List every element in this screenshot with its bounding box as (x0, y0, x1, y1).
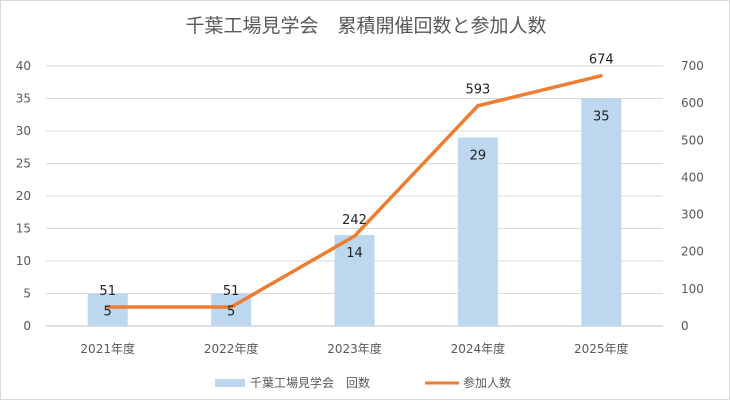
legend: 千葉工場見学会 回数 参加人数 (215, 375, 511, 390)
right-tick-label: 600 (681, 96, 704, 110)
legend-label-bar: 千葉工場見学会 回数 (250, 375, 370, 390)
right-tick-label: 300 (681, 208, 704, 222)
line-data-label: 51 (99, 284, 116, 299)
bar-data-label: 5 (227, 305, 235, 320)
bar (334, 235, 375, 326)
bar (87, 293, 128, 326)
right-tick-label: 700 (681, 59, 704, 73)
line-point (106, 305, 110, 309)
line-point (353, 234, 356, 238)
right-tick-label: 0 (681, 319, 689, 333)
x-tick-label: 2025年度 (574, 341, 629, 356)
left-tick-label: 30 (16, 124, 31, 138)
left-axis: 0 5 10 15 20 25 30 35 40 (16, 59, 31, 333)
line-series (106, 73, 603, 309)
legend-swatch-bar (215, 379, 245, 387)
right-tick-label: 200 (681, 245, 704, 259)
data-labels: 5 5 14 29 35 51 51 242 593 674 (99, 53, 613, 320)
bar-data-label: 29 (470, 149, 487, 164)
line-data-label: 593 (465, 83, 490, 98)
right-tick-label: 500 (681, 133, 704, 147)
legend-label-line: 参加人数 (463, 375, 511, 390)
line-data-label: 51 (223, 284, 240, 299)
gridlines (46, 65, 663, 327)
left-tick-label: 40 (16, 59, 31, 73)
left-tick-label: 10 (16, 254, 31, 268)
x-tick-label: 2022年度 (204, 341, 259, 356)
right-tick-label: 400 (681, 170, 704, 184)
bar-series (87, 98, 622, 326)
bar (581, 98, 622, 326)
line-point (229, 305, 233, 309)
line-data-label: 242 (342, 213, 367, 228)
right-tick-label: 100 (681, 282, 704, 296)
x-axis: 2021年度 2022年度 2023年度 2024年度 2025年度 (80, 341, 628, 356)
left-tick-label: 0 (23, 319, 31, 333)
bar-data-label: 5 (104, 305, 112, 320)
bar (457, 137, 498, 326)
bar-data-label: 14 (346, 246, 363, 261)
left-tick-label: 5 (23, 287, 31, 301)
left-tick-label: 25 (16, 157, 31, 171)
x-tick-label: 2021年度 (80, 341, 135, 356)
line-point (599, 74, 603, 78)
bar-data-label: 35 (593, 110, 610, 125)
right-axis: 0 100 200 300 400 500 600 700 (681, 59, 704, 333)
x-tick-label: 2024年度 (451, 341, 506, 356)
left-tick-label: 20 (16, 189, 31, 203)
line-data-label: 674 (589, 53, 614, 68)
left-tick-label: 35 (16, 92, 31, 106)
x-tick-label: 2023年度 (327, 341, 382, 356)
line-point (476, 104, 480, 108)
left-tick-label: 15 (16, 222, 31, 236)
chart-title: 千葉工場見学会 累積開催回数と参加人数 (185, 15, 546, 37)
